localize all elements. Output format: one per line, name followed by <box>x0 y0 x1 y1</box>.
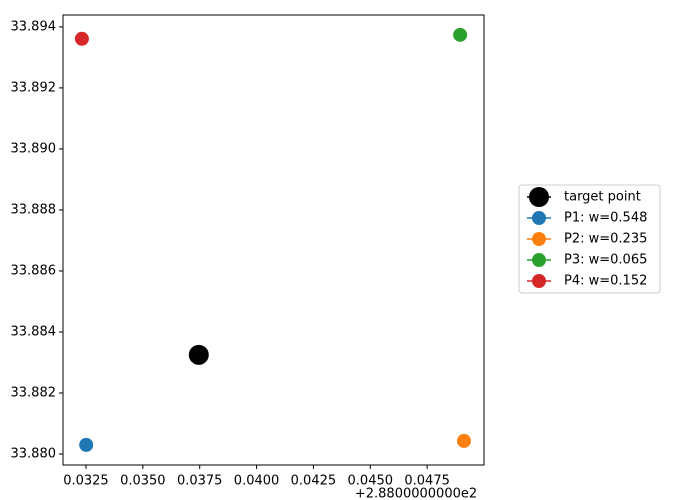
x-offset-label: +2.8800000000e2 <box>355 487 477 500</box>
legend-marker <box>532 253 546 267</box>
legend-marker <box>529 187 549 207</box>
x-tick-label: 0.0375 <box>177 474 223 489</box>
point <box>188 344 209 365</box>
x-tick-label: 0.0425 <box>291 474 337 489</box>
legend-label: P1: w=0.548 <box>564 211 647 226</box>
legend-label: P3: w=0.065 <box>564 253 647 268</box>
y-tick-label: 33.892 <box>11 80 57 95</box>
y-tick-label: 33.884 <box>11 324 57 339</box>
legend-label: P2: w=0.235 <box>564 232 647 247</box>
legend-box <box>518 184 661 294</box>
y-tick-label: 33.890 <box>11 141 57 156</box>
x-tick-label: 0.0350 <box>120 474 166 489</box>
legend-label: P4: w=0.152 <box>564 274 647 289</box>
y-tick-label: 33.886 <box>11 263 57 278</box>
point <box>456 433 471 448</box>
x-tick-label: 0.0400 <box>234 474 280 489</box>
x-tick-label: 0.0450 <box>348 474 394 489</box>
point <box>74 31 89 46</box>
y-tick-label: 33.880 <box>11 447 57 462</box>
x-tick-label: 0.0325 <box>63 474 109 489</box>
point <box>79 437 94 452</box>
plot-frame <box>62 14 485 466</box>
x-tick-label: 0.0475 <box>404 474 450 489</box>
legend-label: target point <box>564 190 641 205</box>
point <box>453 27 468 42</box>
y-tick-label: 33.894 <box>11 19 57 34</box>
legend-marker <box>532 274 546 288</box>
y-tick-label: 33.882 <box>11 386 57 401</box>
legend-marker <box>532 232 546 246</box>
legend-marker <box>532 211 546 225</box>
y-tick-label: 33.888 <box>11 202 57 217</box>
